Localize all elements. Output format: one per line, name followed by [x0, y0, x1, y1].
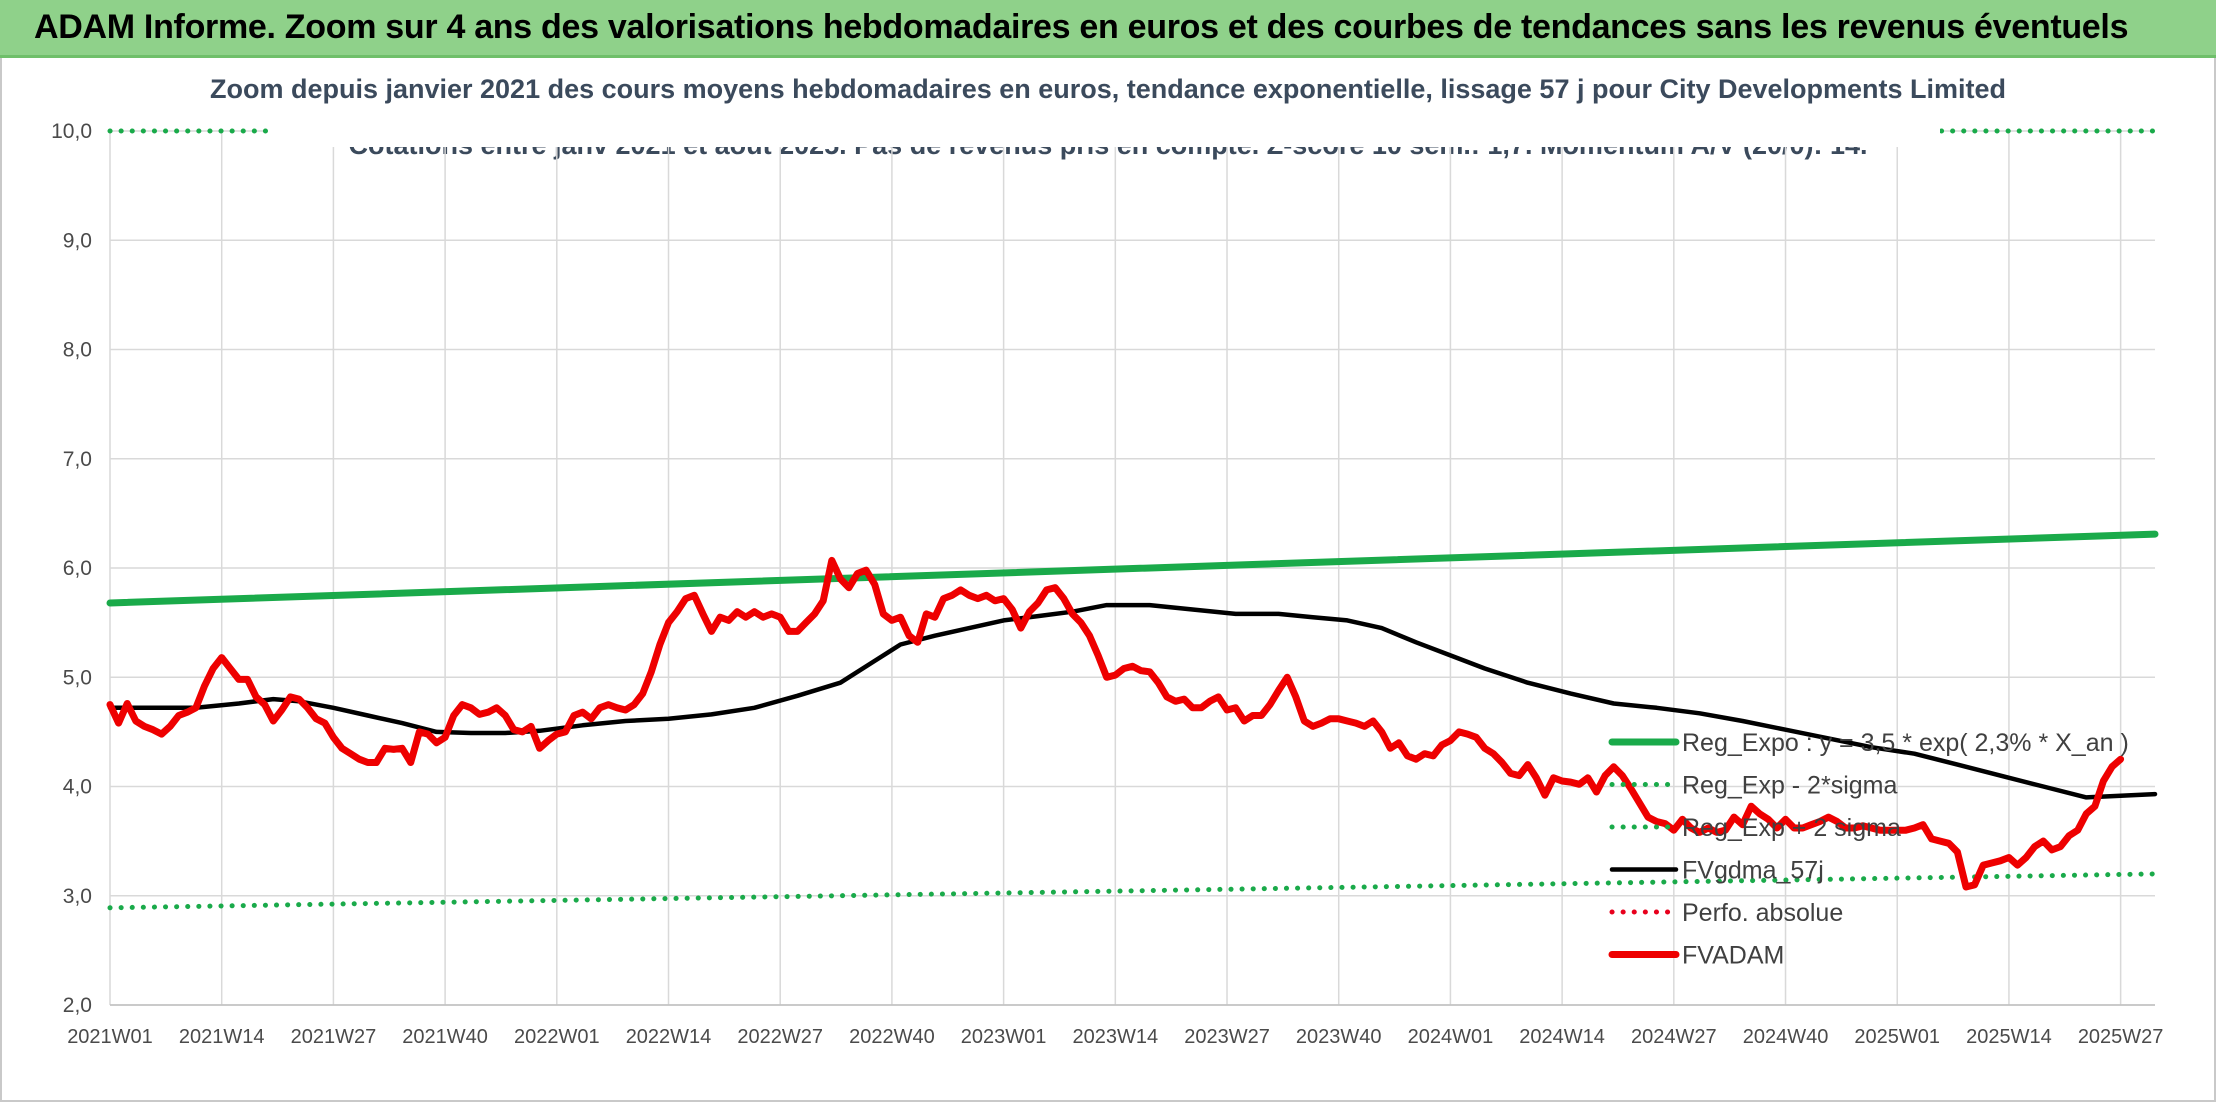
x-tick-label: 2023W01	[961, 1026, 1047, 1048]
line-chart: Zoom depuis janvier 2021 des cours moyen…	[51, 74, 2164, 1048]
report-banner: ADAM Informe. Zoom sur 4 ans des valoris…	[0, 0, 2216, 58]
y-axis: 2,0 3,0 4,0 5,0 6,0 7,0 8,0 9,0 10,0	[51, 120, 92, 1017]
series-fvgdma-57j	[107, 602, 2158, 800]
legend-label: Reg_Exp - 2*sigma	[1682, 772, 1897, 800]
x-tick-label: 2025W27	[2078, 1026, 2164, 1048]
title-mask	[268, 115, 1940, 147]
legend-label: Reg_Exp + 2 sigma	[1682, 814, 1901, 842]
x-tick-label: 2022W27	[737, 1026, 823, 1048]
chart-title: Zoom depuis janvier 2021 des cours moyen…	[210, 74, 2006, 104]
legend-label: Perfo. absolue	[1682, 899, 1843, 927]
legend-label: FVgdma_57j	[1682, 857, 1824, 885]
x-tick-label: 2025W14	[1966, 1026, 2052, 1048]
y-tick-label: 5,0	[63, 666, 92, 689]
x-tick-label: 2024W01	[1408, 1026, 1494, 1048]
x-tick-label: 2023W14	[1073, 1026, 1159, 1048]
banner-title: ADAM Informe. Zoom sur 4 ans des valoris…	[34, 8, 2129, 46]
y-tick-label: 7,0	[63, 448, 92, 471]
y-tick-label: 2,0	[63, 994, 92, 1017]
x-tick-label: 2022W40	[849, 1026, 935, 1048]
series-fvadam	[106, 556, 2125, 891]
x-tick-label: 2021W27	[291, 1026, 377, 1048]
x-tick-label: 2023W40	[1296, 1026, 1382, 1048]
x-tick-label: 2021W40	[402, 1026, 488, 1048]
x-tick-label: 2022W01	[514, 1026, 600, 1048]
y-tick-label: 10,0	[51, 120, 92, 143]
grid-lines	[109, 130, 2155, 1006]
x-tick-label: 2022W14	[626, 1026, 712, 1048]
x-tick-label: 2025W01	[1854, 1026, 1940, 1048]
series-reg-expo-y-3-5-exp-2-3-x-an	[106, 530, 2159, 607]
x-tick-label: 2021W01	[67, 1026, 153, 1048]
x-axis: 2021W01 2021W14 2021W27 2021W40 2022W01 2022W…	[67, 1004, 2164, 1048]
series-layer	[106, 115, 2159, 911]
y-tick-label: 4,0	[63, 776, 92, 799]
x-tick-label: 2023W27	[1184, 1026, 1270, 1048]
series-reg-exp-2-sigma	[107, 871, 2158, 911]
x-tick-label: 2024W27	[1631, 1026, 1717, 1048]
x-tick-label: 2024W40	[1743, 1026, 1829, 1048]
y-tick-label: 8,0	[63, 339, 92, 362]
y-tick-label: 6,0	[63, 557, 92, 580]
y-tick-label: 3,0	[63, 885, 92, 908]
legend-label: Reg_Expo : y = 3,5 * exp( 2,3% * X_an )	[1682, 729, 2129, 757]
x-tick-label: 2021W14	[179, 1026, 265, 1048]
chart-legend: Reg_Expo : y = 3,5 * exp( 2,3% * X_an ) R…	[1608, 729, 2129, 970]
x-tick-label: 2024W14	[1519, 1026, 1605, 1048]
legend-label: FVADAM	[1682, 942, 1784, 970]
y-tick-label: 9,0	[63, 229, 92, 252]
